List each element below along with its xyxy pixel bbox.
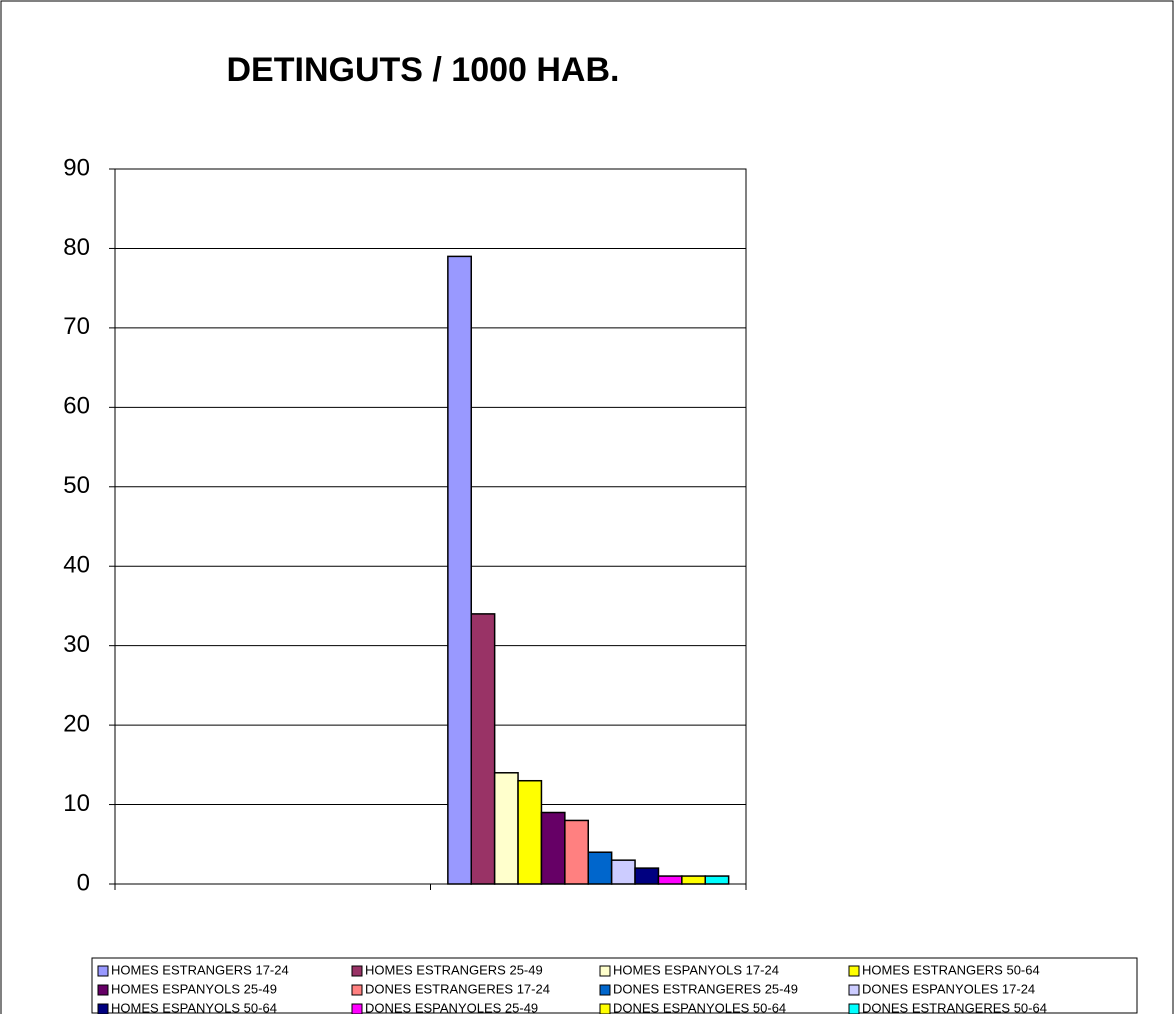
legend-label: DONES ESTRANGERES 25-49	[613, 981, 798, 996]
legend-swatch	[351, 1003, 363, 1014]
bar	[610, 859, 636, 885]
bar	[564, 819, 589, 885]
legend-swatch	[599, 1003, 611, 1014]
y-tick-label: 60	[63, 393, 90, 420]
y-tick-label: 20	[63, 710, 90, 737]
legend-swatch	[599, 984, 611, 996]
legend-label: HOMES ESPANYOLS 50-64	[111, 1000, 277, 1014]
legend-label: DONES ESTRANGERES 50-64	[862, 1000, 1047, 1014]
legend-label: DONES ESTRANGERES 17-24	[365, 981, 550, 996]
plot-area	[114, 168, 747, 885]
bar	[681, 875, 706, 885]
bar	[470, 613, 496, 885]
legend-label: HOMES ESTRANGERS 25-49	[365, 962, 543, 977]
legend-swatch	[599, 965, 611, 977]
legend-swatch	[351, 984, 363, 996]
bar	[634, 867, 660, 885]
legend-swatch	[848, 984, 860, 996]
bar	[447, 255, 473, 885]
legend-swatch	[97, 984, 109, 996]
y-tick-label: 10	[63, 790, 90, 817]
chart-title: DETINGUTS / 1000 HAB.	[227, 51, 620, 89]
y-tick-label: 0	[77, 869, 90, 896]
legend-label: HOMES ESTRANGERS 50-64	[862, 962, 1040, 977]
legend-swatch	[848, 1003, 860, 1014]
y-tick-label: 90	[63, 154, 90, 181]
legend-label: DONES ESPANYOLES 17-24	[862, 981, 1035, 996]
legend-label: DONES ESPANYOLES 50-64	[613, 1000, 786, 1014]
y-tick-label: 30	[63, 631, 90, 658]
y-tick-label: 70	[63, 313, 90, 340]
bar	[540, 811, 566, 885]
y-tick-label: 50	[63, 472, 90, 499]
y-tick-label: 40	[63, 552, 90, 579]
legend-box	[91, 957, 1138, 1014]
bar	[587, 851, 613, 885]
legend-label: HOMES ESPANYOLS 17-24	[613, 962, 779, 977]
y-tick-label: 80	[63, 234, 90, 261]
bar	[493, 772, 519, 885]
legend-label: HOMES ESPANYOLS 25-49	[111, 981, 277, 996]
bar	[657, 875, 683, 885]
legend-swatch	[97, 965, 109, 977]
legend-swatch	[97, 1003, 109, 1014]
bar	[517, 779, 543, 885]
legend-label: DONES ESPANYOLES 25-49	[365, 1000, 538, 1014]
legend-label: HOMES ESTRANGERS 17-24	[111, 962, 289, 977]
legend-swatch	[351, 965, 363, 977]
bar	[704, 875, 730, 885]
legend-swatch	[848, 965, 860, 977]
